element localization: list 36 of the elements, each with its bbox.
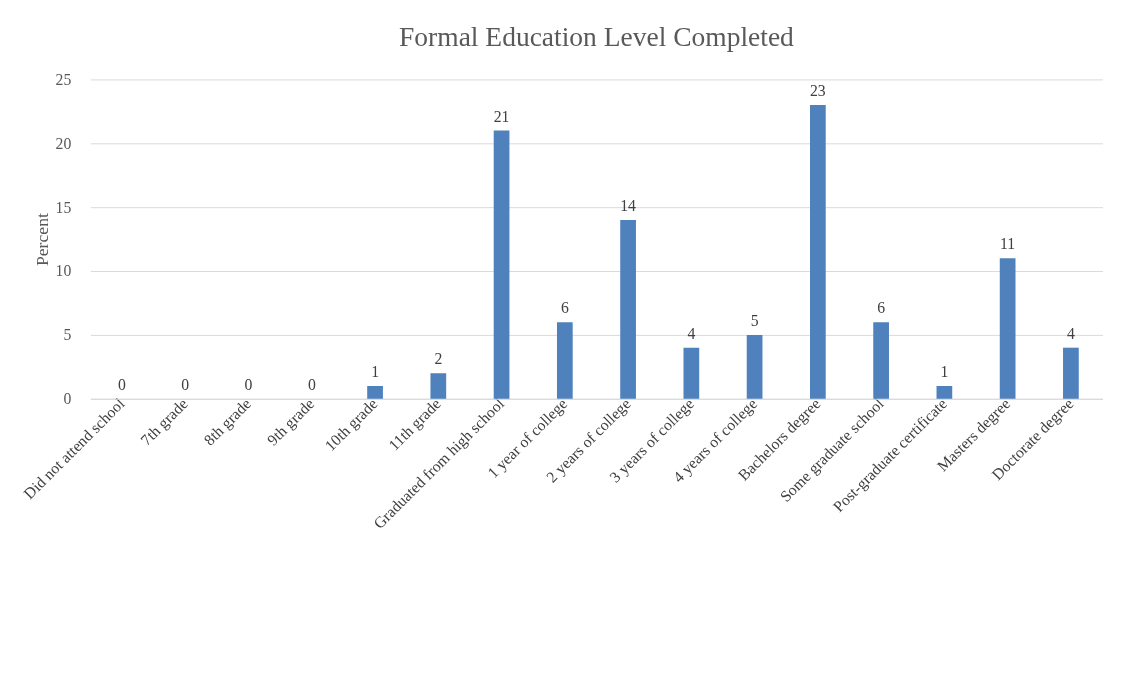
data-label: 0 — [181, 375, 190, 393]
bar — [556, 322, 573, 399]
y-axis-title: Percent — [31, 213, 52, 267]
y-tick-label: 0 — [63, 390, 72, 408]
y-tick-label: 20 — [55, 134, 72, 152]
data-label: 1 — [371, 363, 379, 381]
data-label: 11 — [1000, 235, 1016, 253]
bar — [367, 386, 383, 399]
bar — [936, 386, 953, 399]
bar — [493, 130, 510, 399]
bar — [746, 334, 763, 399]
bar — [810, 104, 826, 399]
data-label: 14 — [620, 197, 637, 215]
data-label: 1 — [940, 363, 949, 381]
y-tick-label: 5 — [63, 326, 72, 344]
data-label: 6 — [877, 299, 886, 317]
data-label: 0 — [118, 375, 127, 393]
data-label: 0 — [244, 375, 253, 393]
y-tick-label: 10 — [55, 262, 72, 280]
data-label: 4 — [687, 324, 696, 342]
data-label: 6 — [560, 299, 569, 317]
bar — [620, 219, 636, 399]
chart-title: Formal Education Level Completed — [399, 21, 795, 53]
data-label: 5 — [750, 312, 759, 330]
data-label: 21 — [493, 107, 510, 125]
bar — [1063, 347, 1079, 399]
data-label: 0 — [307, 375, 316, 393]
bar — [430, 373, 447, 399]
data-label: 23 — [810, 82, 826, 100]
y-tick-label: 15 — [55, 198, 72, 216]
bar — [683, 347, 700, 399]
data-label: 4 — [1066, 324, 1075, 342]
y-tick-label: 25 — [55, 70, 72, 88]
data-label: 2 — [434, 350, 443, 368]
bar — [999, 258, 1016, 399]
bar — [873, 322, 889, 399]
